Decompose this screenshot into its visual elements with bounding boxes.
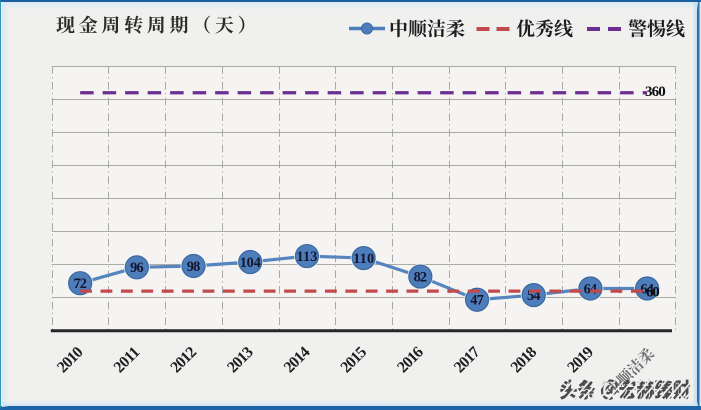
svg-text:82: 82 — [414, 269, 428, 285]
svg-text:2019: 2019 — [564, 344, 597, 377]
svg-text:2010: 2010 — [54, 344, 87, 377]
svg-text:64: 64 — [640, 281, 654, 297]
svg-text:113: 113 — [296, 249, 317, 265]
svg-text:2012: 2012 — [167, 344, 200, 377]
svg-text:360: 360 — [645, 84, 666, 100]
svg-text:60: 60 — [646, 285, 660, 301]
svg-text:47: 47 — [470, 293, 484, 309]
svg-text:2018: 2018 — [508, 344, 541, 377]
svg-text:110: 110 — [353, 251, 374, 267]
svg-text:98: 98 — [187, 259, 201, 275]
svg-text:2011: 2011 — [111, 344, 144, 377]
svg-text:2015: 2015 — [338, 344, 371, 377]
svg-text:2016: 2016 — [394, 344, 427, 377]
svg-text:96: 96 — [130, 260, 144, 276]
svg-text:2013: 2013 — [224, 344, 257, 377]
svg-text:72: 72 — [73, 276, 87, 292]
svg-text:2017: 2017 — [451, 344, 484, 377]
svg-text:64: 64 — [584, 281, 598, 297]
svg-text:2014: 2014 — [281, 344, 314, 377]
svg-text:104: 104 — [240, 255, 261, 271]
